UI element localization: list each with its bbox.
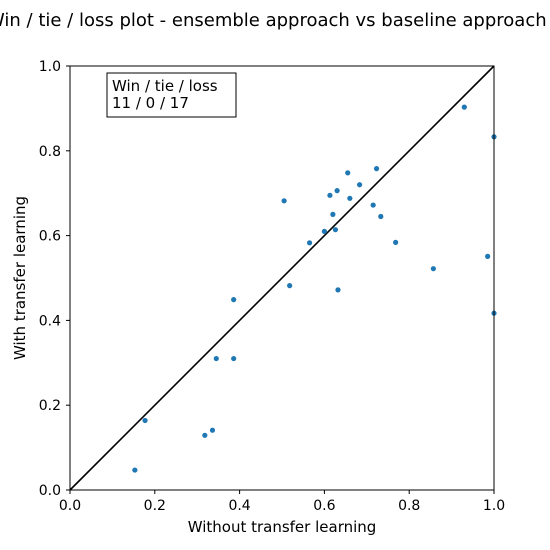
data-point: [287, 283, 293, 289]
x-tick-label: 1.0: [483, 498, 505, 514]
data-point: [321, 228, 327, 234]
data-point: [335, 287, 341, 293]
data-point: [356, 182, 363, 188]
plot-frame: [69, 65, 495, 491]
data-point: [327, 192, 333, 198]
y-tick-label: 0.4: [39, 313, 61, 329]
y-tick-label: 0.0: [39, 483, 61, 499]
data-point: [306, 240, 313, 246]
data-point: [373, 166, 380, 172]
y-tick-label: 0.6: [39, 229, 61, 245]
data-point: [330, 211, 336, 217]
annotation-box: [106, 72, 237, 118]
chart-title: Win / tie / loss plot - ensemble approac…: [0, 10, 550, 31]
data-point: [345, 170, 351, 176]
data-point: [430, 266, 436, 272]
data-point: [231, 355, 237, 362]
annotation-line-1: Win / tie / loss: [112, 77, 218, 95]
data-point: [281, 198, 287, 204]
y-axis-label: With transfer learning: [11, 196, 29, 360]
data-point: [202, 432, 208, 438]
data-point: [378, 213, 384, 220]
data-point: [231, 297, 237, 303]
data-point: [142, 417, 148, 424]
data-point: [370, 202, 376, 208]
data-point: [332, 227, 339, 233]
y-tick-label: 1.0: [39, 59, 61, 75]
data-point: [213, 355, 219, 362]
data-point: [485, 253, 491, 259]
annotation-line-2: 11 / 0 / 17: [112, 94, 189, 112]
x-tick-label: 0.6: [313, 498, 335, 514]
y-tick-label: 0.2: [39, 398, 61, 414]
data-point: [347, 195, 353, 201]
data-point: [461, 104, 467, 110]
data-point: [132, 467, 138, 473]
x-tick-label: 0.2: [144, 498, 166, 514]
y-tick-label: 0.8: [39, 144, 61, 160]
data-point: [334, 188, 340, 194]
x-tick-label: 0.0: [59, 498, 81, 514]
diagonal-line: [69, 65, 495, 491]
data-point: [393, 239, 399, 245]
x-tick-label: 0.4: [228, 498, 250, 514]
x-axis-label: Without transfer learning: [188, 518, 377, 536]
x-tick-label: 0.8: [398, 498, 420, 514]
data-point: [209, 427, 216, 433]
